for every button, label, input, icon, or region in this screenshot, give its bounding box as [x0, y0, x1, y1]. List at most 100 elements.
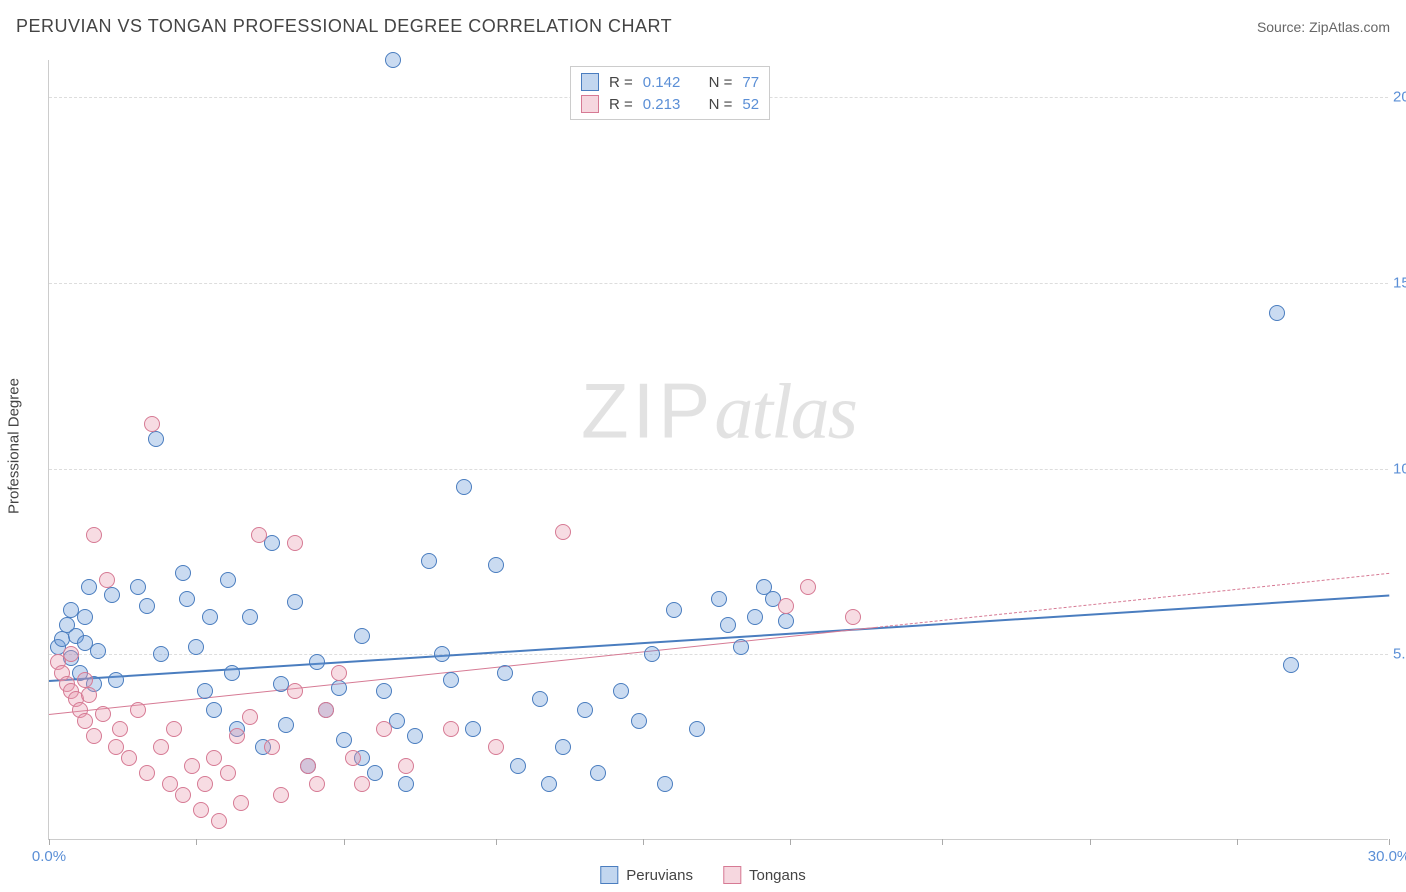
data-point [86, 527, 102, 543]
xtick [643, 839, 644, 845]
legend-stat-row: R =0.142 N =77 [581, 71, 759, 93]
gridline [49, 469, 1388, 470]
data-point [434, 646, 450, 662]
data-point [443, 721, 459, 737]
data-point [555, 739, 571, 755]
data-point [130, 579, 146, 595]
data-point [666, 602, 682, 618]
data-point [590, 765, 606, 781]
data-point [104, 587, 120, 603]
data-point [179, 591, 195, 607]
data-point [488, 739, 504, 755]
data-point [188, 639, 204, 655]
data-point [220, 572, 236, 588]
data-point [197, 683, 213, 699]
data-point [162, 776, 178, 792]
chart-title: PERUVIAN VS TONGAN PROFESSIONAL DEGREE C… [16, 16, 672, 37]
data-point [1269, 305, 1285, 321]
legend-series-item: Tongans [723, 866, 806, 884]
data-point [318, 702, 334, 718]
data-point [711, 591, 727, 607]
data-point [733, 639, 749, 655]
legend-n-label: N = [709, 96, 733, 113]
xtick-label: 0.0% [32, 848, 66, 865]
trend-line-solid [49, 627, 875, 715]
data-point [175, 787, 191, 803]
data-point [532, 691, 548, 707]
data-point [86, 728, 102, 744]
data-point [211, 813, 227, 829]
data-point [278, 717, 294, 733]
data-point [488, 557, 504, 573]
trend-line [49, 595, 1389, 682]
data-point [385, 52, 401, 68]
data-point [77, 713, 93, 729]
data-point [81, 579, 97, 595]
xtick [196, 839, 197, 845]
data-point [689, 721, 705, 737]
data-point [242, 709, 258, 725]
data-point [144, 416, 160, 432]
legend-series: PeruviansTongans [600, 866, 805, 884]
data-point [367, 765, 383, 781]
data-point [287, 535, 303, 551]
data-point [224, 665, 240, 681]
data-point [139, 598, 155, 614]
data-point [631, 713, 647, 729]
data-point [354, 628, 370, 644]
legend-r-value: 0.213 [643, 96, 681, 113]
data-point [206, 750, 222, 766]
data-point [720, 617, 736, 633]
data-point [331, 665, 347, 681]
data-point [130, 702, 146, 718]
data-point [577, 702, 593, 718]
data-point [175, 565, 191, 581]
ytick-label: 20.0% [1393, 89, 1406, 106]
data-point [242, 609, 258, 625]
data-point [800, 579, 816, 595]
data-point [77, 672, 93, 688]
xtick [344, 839, 345, 845]
data-point [108, 739, 124, 755]
data-point [108, 672, 124, 688]
legend-series-name: Tongans [749, 867, 806, 884]
data-point [845, 609, 861, 625]
data-point [465, 721, 481, 737]
data-point [657, 776, 673, 792]
data-point [336, 732, 352, 748]
data-point [264, 739, 280, 755]
plot-area: ZIPatlas 5.0%10.0%15.0%20.0%0.0%30.0% [48, 60, 1388, 840]
xtick [1389, 839, 1390, 845]
data-point [95, 706, 111, 722]
data-point [331, 680, 347, 696]
data-point [497, 665, 513, 681]
data-point [264, 535, 280, 551]
data-point [184, 758, 200, 774]
xtick [1237, 839, 1238, 845]
legend-swatch [581, 95, 599, 113]
data-point [273, 787, 289, 803]
data-point [778, 598, 794, 614]
data-point [90, 643, 106, 659]
legend-r-label: R = [609, 96, 633, 113]
data-point [376, 721, 392, 737]
data-point [398, 776, 414, 792]
watermark-zip: ZIP [581, 366, 714, 454]
data-point [778, 613, 794, 629]
data-point [202, 609, 218, 625]
data-point [398, 758, 414, 774]
data-point [555, 524, 571, 540]
data-point [81, 687, 97, 703]
data-point [300, 758, 316, 774]
data-point [287, 683, 303, 699]
data-point [197, 776, 213, 792]
data-point [287, 594, 303, 610]
data-point [193, 802, 209, 818]
ytick-label: 5.0% [1393, 646, 1406, 663]
legend-n-label: N = [709, 74, 733, 91]
xtick [49, 839, 50, 845]
data-point [233, 795, 249, 811]
xtick [496, 839, 497, 845]
legend-n-value: 77 [742, 74, 759, 91]
data-point [613, 683, 629, 699]
